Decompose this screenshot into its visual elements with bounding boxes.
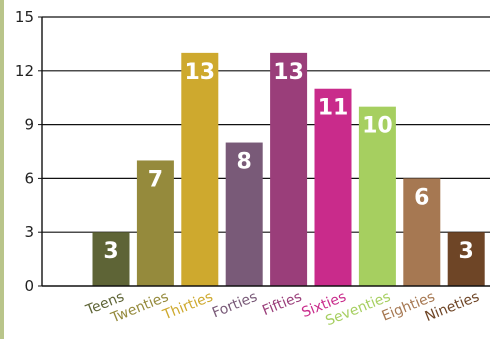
value-label-seventies: 10 bbox=[362, 114, 393, 139]
value-label-sixties: 11 bbox=[318, 96, 349, 121]
bars bbox=[92, 52, 485, 287]
bar-forties bbox=[225, 142, 263, 286]
y-tick-label: 6 bbox=[24, 169, 34, 187]
bar-seventies bbox=[358, 106, 396, 287]
value-label-forties: 8 bbox=[237, 150, 252, 175]
y-axis-ticks: 0 3 6 9 12 15 bbox=[15, 8, 42, 295]
value-label-eighties: 6 bbox=[414, 185, 429, 210]
value-label-nineties: 3 bbox=[459, 239, 474, 264]
bar-twenties bbox=[136, 160, 174, 286]
y-tick-label: 12 bbox=[15, 62, 34, 80]
bar-thirties bbox=[181, 52, 219, 286]
left-accent-bar bbox=[0, 0, 4, 339]
category-label-forties: Forties bbox=[210, 289, 260, 322]
category-label-fifties: Fifties bbox=[260, 289, 304, 319]
value-label-twenties: 7 bbox=[148, 167, 163, 192]
y-tick-label: 3 bbox=[24, 223, 34, 241]
bar-teens bbox=[92, 232, 130, 286]
y-tick-label: 15 bbox=[15, 8, 34, 26]
value-label-fifties: 13 bbox=[273, 60, 304, 85]
y-tick-label: 9 bbox=[24, 116, 34, 134]
bar-nineties bbox=[447, 232, 485, 286]
value-label-teens: 3 bbox=[103, 239, 118, 264]
y-tick-label: 0 bbox=[24, 277, 34, 295]
value-labels: 3 7 13 8 13 11 10 6 3 bbox=[103, 60, 474, 264]
category-label-thirties: Thirties bbox=[160, 289, 215, 324]
value-label-thirties: 13 bbox=[184, 60, 215, 85]
bar-fifties bbox=[270, 52, 308, 286]
bar-sixties bbox=[314, 88, 352, 286]
bar-eighties bbox=[403, 178, 441, 286]
